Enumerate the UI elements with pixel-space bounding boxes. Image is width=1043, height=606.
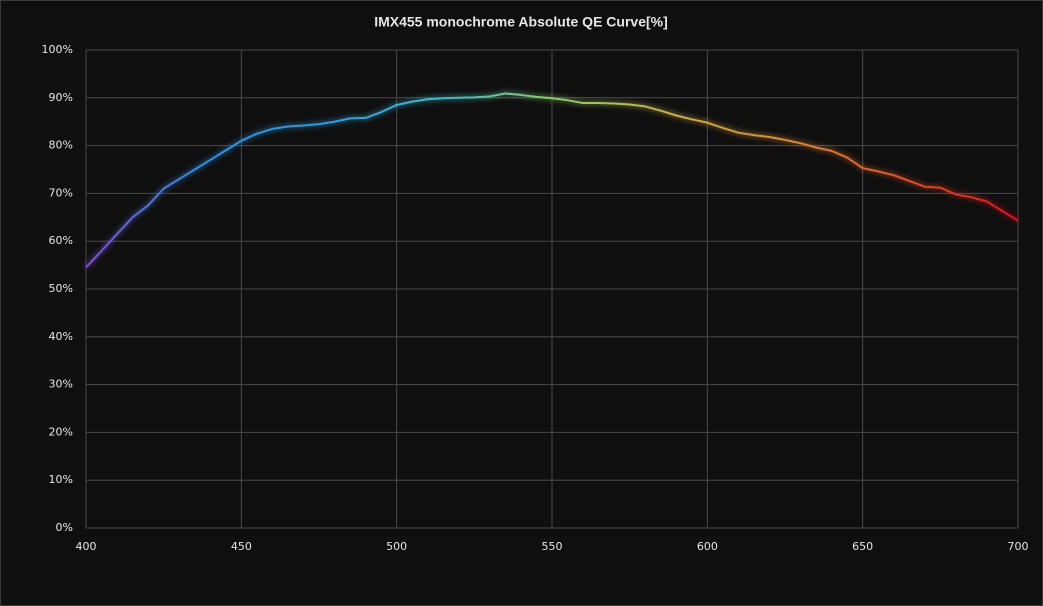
x-tick-label: 450	[231, 540, 252, 553]
y-tick-label: 10%	[49, 473, 73, 486]
y-tick-label: 100%	[42, 43, 73, 56]
y-tick-label: 70%	[49, 186, 73, 199]
chart-title: IMX455 monochrome Absolute QE Curve[%]	[374, 14, 668, 30]
y-tick-label: 60%	[49, 234, 73, 247]
y-tick-label: 40%	[49, 330, 73, 343]
x-tick-label: 700	[1008, 540, 1029, 553]
y-tick-label: 0%	[56, 521, 73, 534]
y-tick-label: 80%	[49, 139, 73, 152]
x-tick-label: 550	[542, 540, 563, 553]
x-tick-label: 400	[76, 540, 97, 553]
x-tick-label: 500	[386, 540, 407, 553]
y-tick-label: 50%	[49, 282, 73, 295]
x-tick-label: 650	[852, 540, 873, 553]
x-tick-label: 600	[697, 540, 718, 553]
y-tick-label: 20%	[49, 425, 73, 438]
y-tick-label: 90%	[49, 91, 73, 104]
qe-line	[85, 92, 1019, 269]
y-tick-label: 30%	[49, 378, 73, 391]
